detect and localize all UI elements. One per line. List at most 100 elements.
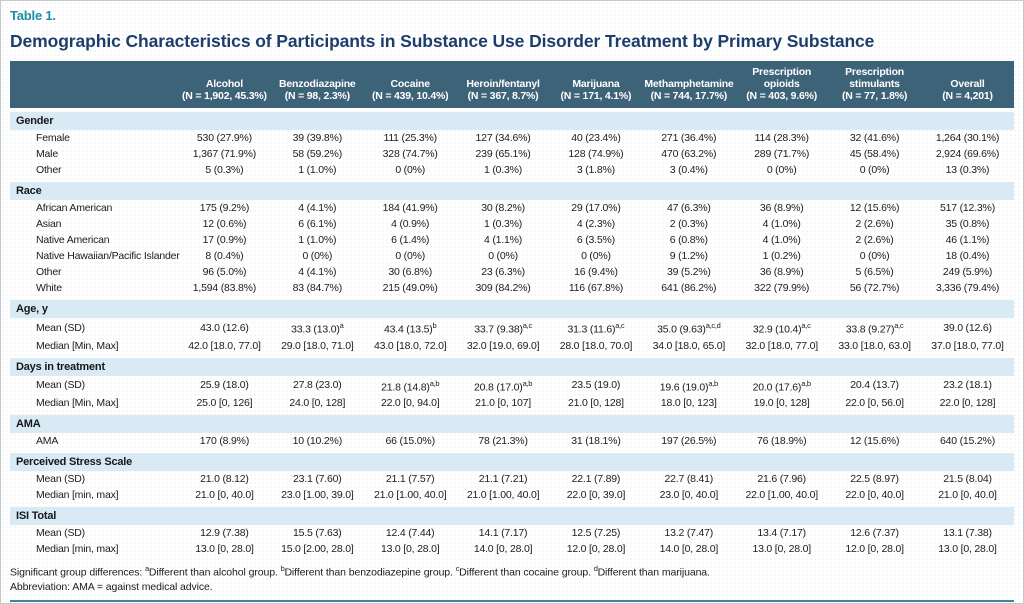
section-header: AMA [10,415,1014,434]
cell: 1,264 (30.1%) [935,132,1000,145]
row-label-column-header [10,61,178,109]
cell: 83 (84.7%) [292,282,343,295]
cell: 289 (71.7%) [754,148,810,161]
cell: 116 (67.8%) [568,282,624,295]
cell: 1 (1.0%) [298,164,337,177]
column-header: Marijuana (N = 171, 4.1%) [549,61,643,109]
cell: 6 (6.1%) [298,218,337,231]
cell: 36 (8.9%) [759,266,804,279]
cell: 2 (0.3%) [669,218,708,231]
section-header: Gender [10,112,1014,131]
section-header: Days in treatment [10,357,1014,376]
cell: 20.0 (17.6)a,b [752,378,811,394]
cell: 23.1 (7.60) [293,473,342,486]
cell: 21.8 (14.8)a,b [381,378,440,394]
cell: 322 (79.9%) [754,282,810,295]
cell: 24.0 [0, 128] [289,397,346,410]
cell: 12.6 (7.37) [850,527,899,540]
section-header: Race [10,182,1014,201]
cell: 21.0 [0, 128] [568,397,624,410]
row-label: Mean (SD) [36,473,85,486]
row-label: Male [36,148,58,161]
row-label: White [36,282,62,295]
cell: 14.0 [0, 28.0] [473,543,533,556]
table-row: Mean (SD) 43.0 (12.6) 33.3 (13.0)a 43.4 (13… [10,318,1014,338]
row-label: Female [36,132,70,145]
section-header-row: Days in treatment [10,357,1014,376]
cell: 517 (12.3%) [939,202,995,215]
cell: 13.0 [0, 28.0] [195,543,254,556]
cell: 13.0 [0, 28.0] [752,543,811,556]
cell: 76 (18.9%) [757,435,807,448]
cell: 39 (5.2%) [666,266,711,279]
cell: 34.0 [18.0, 65.0] [652,339,726,352]
cell: 328 (74.7%) [382,148,438,161]
cell: 56 (72.7%) [849,282,900,295]
cell: 12.0 [0, 28.0] [845,543,904,556]
cell: 21.0 [0, 40.0] [195,489,254,502]
column-header: Overall (N = 4,201) [921,61,1014,109]
table-row: Female 530 (27.9%) 39 (39.8%) 111 (25.3%) 12… [10,130,1014,146]
cell: 4 (4.1%) [298,266,337,279]
cell: 33.7 (9.38)a,c [474,321,532,336]
cell: 170 (8.9%) [199,435,250,448]
cell: 29 (17.0%) [571,202,621,215]
section-header: ISI Total [10,507,1014,526]
cell: 12.5 (7.25) [571,527,621,540]
column-header: Heroin/fentanyl (N = 367, 8.7%) [456,61,550,109]
cell: 23.5 (19.0) [571,379,621,392]
cell: 19.0 [0, 128] [753,397,810,410]
cell: 23.2 (18.1) [943,379,992,392]
cell: 0 (0%) [581,250,611,263]
cell: 30 (8.2%) [481,202,525,215]
cell: 21.1 (7.57) [385,473,435,486]
row-label: Mean (SD) [36,379,85,392]
cell: 3 (1.8%) [576,164,615,177]
cell: 18 (0.4%) [945,250,990,263]
cell: 33.0 [18.0, 63.0] [838,339,911,352]
cell: 46 (1.1%) [945,234,990,247]
cell: 13.4 (7.17) [757,527,806,540]
cell: 78 (21.3%) [478,435,528,448]
table-row: Other 5 (0.3%) 1 (1.0%) 0 (0%) 1 (0.3%) 3 (1.… [10,162,1014,178]
row-label: AMA [36,435,59,448]
table-row: African American 175 (9.2%) 4 (4.1%) 184 (4… [10,200,1014,216]
bottom-rule [10,600,1014,603]
section-header: Perceived Stress Scale [10,453,1014,472]
cell: 14.0 [0, 28.0] [659,543,719,556]
cell: 249 (5.9%) [942,266,993,279]
cell: 0 (0%) [859,164,890,177]
footnotes: Significant group differences: aDifferen… [10,564,1014,595]
cell: 271 (36.4%) [661,132,717,145]
section-header-row: Gender [10,112,1014,131]
table-row: Mean (SD) 25.9 (18.0) 27.8 (23.0) 21.8 (14.… [10,376,1014,396]
cell: 22.0 [0, 39.0] [566,489,626,502]
cell: 20.4 (13.7) [850,379,899,392]
row-label: Native American [36,234,110,247]
cell: 29.0 [18.0, 71.0] [281,339,354,352]
cell: 21.0 [1.00, 40.0] [373,489,447,502]
cell: 15.0 [2.00, 28.0] [281,543,354,556]
section-header-row: AMA [10,415,1014,434]
cell: 10 (10.2%) [292,435,343,448]
row-label: Asian [36,218,62,231]
row-label: Mean (SD) [36,321,85,334]
cell: 0 (0%) [302,250,333,263]
table-row: Native Hawaiian/Pacific Islander 8 (0.4%)… [10,248,1014,264]
cell: 33.3 (13.0)a [291,321,344,336]
cell: 58 (59.2%) [292,148,343,161]
cell: 43.4 (13.5)b [383,321,437,336]
row-label: Mean (SD) [36,527,85,540]
table-row: Other 96 (5.0%) 4 (4.1%) 30 (6.8%) 23 (6.3%)… [10,264,1014,280]
cell: 1 (0.3%) [484,218,523,231]
cell: 13.2 (7.47) [664,527,714,540]
table-row: Native American 17 (0.9%) 1 (1.0%) 6 (1.4%)… [10,232,1014,248]
cell: 66 (15.0%) [385,435,436,448]
cell: 184 (41.9%) [382,202,438,215]
cell: 6 (1.4%) [391,234,430,247]
cell: 3 (0.4%) [669,164,708,177]
cell: 4 (1.1%) [484,234,523,247]
table-row: White 1,594 (83.8%) 83 (84.7%) 215 (49.0%) 3… [10,280,1014,296]
cell: 23.0 [1.00, 39.0] [281,489,354,502]
